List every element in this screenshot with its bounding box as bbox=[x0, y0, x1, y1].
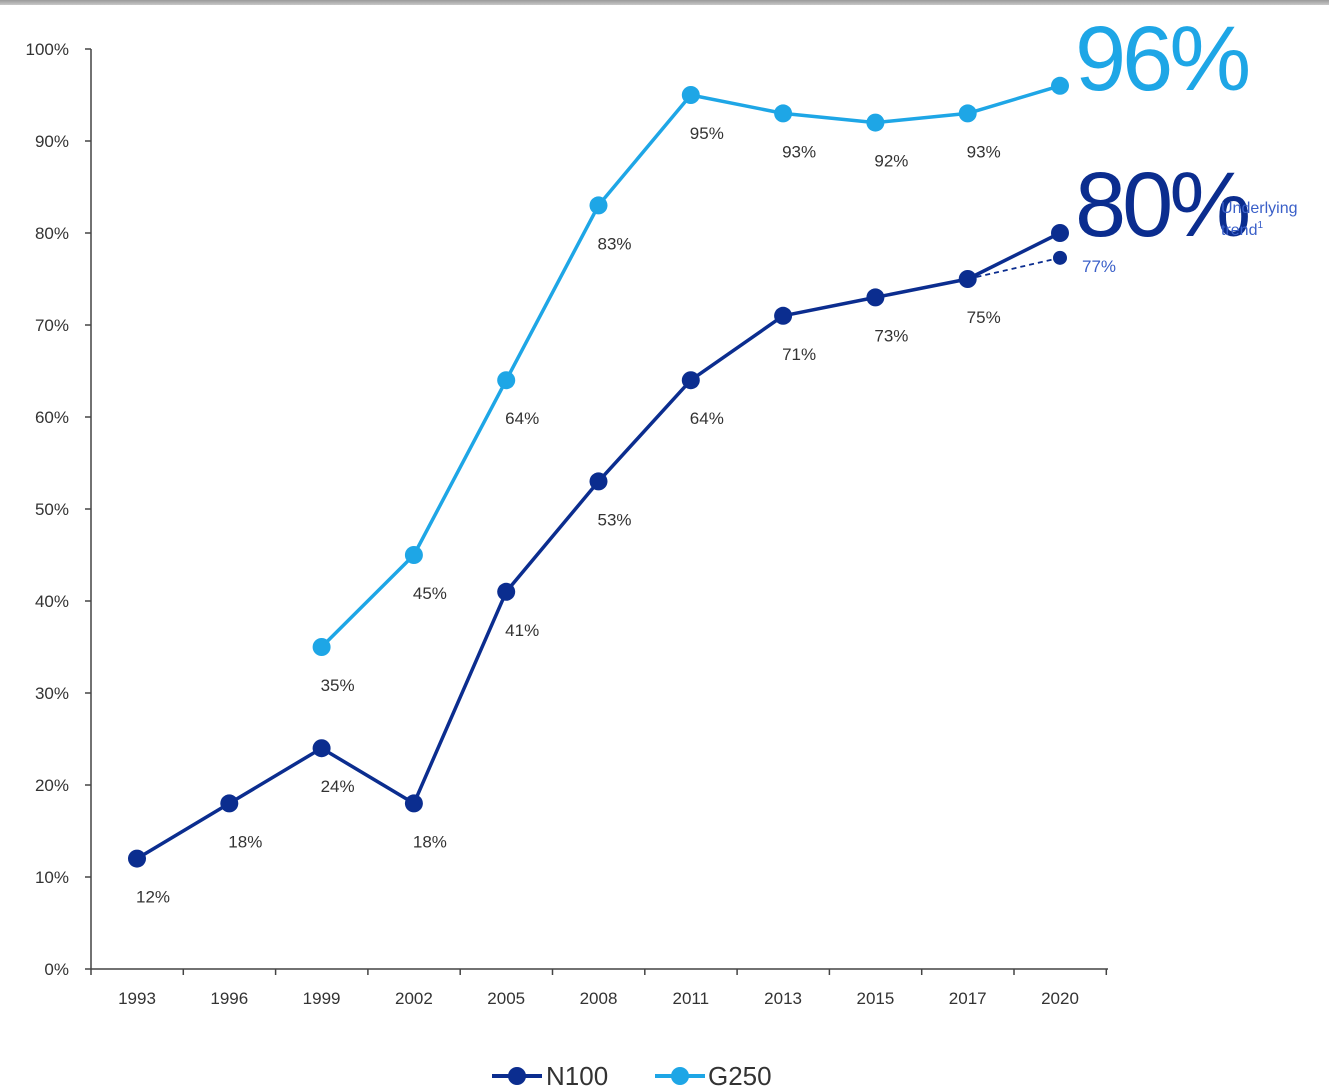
data-label: 18% bbox=[413, 832, 447, 851]
data-label: 12% bbox=[136, 888, 170, 907]
series-line-n100 bbox=[136, 231, 1061, 861]
data-point bbox=[866, 113, 885, 132]
x-tick-label: 2020 bbox=[1041, 989, 1079, 1008]
data-label: 41% bbox=[505, 621, 539, 640]
data-point bbox=[589, 472, 608, 491]
trend-note-word: trend bbox=[1221, 222, 1257, 239]
trend-note-footnote: 1 bbox=[1257, 220, 1263, 231]
legend: N100 G250 bbox=[492, 1061, 772, 1088]
y-tick-label: 70% bbox=[35, 316, 69, 335]
y-tick-label: 40% bbox=[35, 592, 69, 611]
x-tick-label: 1993 bbox=[118, 989, 156, 1008]
data-label: 45% bbox=[413, 584, 447, 603]
data-label: 18% bbox=[228, 832, 262, 851]
legend-g250-label: G250 bbox=[708, 1061, 772, 1088]
data-label: 93% bbox=[967, 142, 1001, 161]
y-tick-label: 30% bbox=[35, 684, 69, 703]
underlying-trend: 77% bbox=[967, 250, 1116, 280]
data-label: 64% bbox=[690, 409, 724, 428]
data-point bbox=[404, 794, 423, 813]
y-tick-label: 80% bbox=[35, 224, 69, 243]
x-tick-label: 2008 bbox=[580, 989, 618, 1008]
x-tick-label: 2011 bbox=[673, 989, 710, 1008]
data-point bbox=[589, 196, 608, 215]
data-point bbox=[312, 638, 331, 656]
data-label: 83% bbox=[597, 234, 631, 253]
y-axis: 0% 10% 20% 30% 40% 50% 60% 70% 80% 90% 100% bbox=[26, 40, 92, 979]
x-tick-label: 2005 bbox=[487, 989, 525, 1008]
y-tick-label: 10% bbox=[35, 868, 69, 887]
window-top-bar bbox=[0, 0, 1329, 5]
data-label: 24% bbox=[321, 777, 355, 796]
series-n100: 12% 18% 24% 18% 41% 53% 64% 71% 73% 75% bbox=[128, 224, 1069, 907]
data-label: 71% bbox=[782, 345, 816, 364]
x-tick-label: 2002 bbox=[395, 989, 433, 1008]
data-point bbox=[774, 306, 793, 325]
x-tick-label: 2017 bbox=[949, 989, 987, 1008]
data-label: 64% bbox=[505, 409, 539, 428]
series-line-g250 bbox=[320, 84, 1061, 649]
x-tick-label: 1999 bbox=[303, 989, 341, 1008]
data-label: 73% bbox=[874, 326, 908, 345]
callout-g250-2020: 96% bbox=[1075, 8, 1248, 110]
trend-line bbox=[967, 256, 1061, 280]
callout-n100-2020: 80% bbox=[1075, 154, 1248, 256]
y-tick-label: 50% bbox=[35, 500, 69, 519]
data-label: 93% bbox=[782, 142, 816, 161]
data-point bbox=[220, 794, 239, 813]
y-tick-label: 90% bbox=[35, 132, 69, 151]
data-point bbox=[497, 582, 516, 601]
data-point bbox=[1051, 224, 1069, 242]
data-label: 95% bbox=[690, 124, 724, 143]
y-tick-label: 20% bbox=[35, 776, 69, 795]
x-tick-label: 2013 bbox=[764, 989, 802, 1008]
data-point bbox=[404, 546, 423, 564]
data-label: 75% bbox=[967, 308, 1001, 327]
x-tick-label: 2015 bbox=[856, 989, 894, 1008]
x-axis: 1993 1996 1999 2002 2005 2008 2011 2013 2015 2017… bbox=[90, 968, 1108, 1008]
legend-n100-label: N100 bbox=[546, 1061, 608, 1088]
data-point bbox=[681, 86, 700, 104]
y-tick-label: 60% bbox=[35, 408, 69, 427]
y-tick-label: 100% bbox=[26, 40, 69, 59]
data-label: 53% bbox=[597, 510, 631, 529]
x-tick-label: 1996 bbox=[210, 989, 248, 1008]
data-point bbox=[866, 288, 885, 307]
trend-note-line2: trend1 bbox=[1221, 220, 1263, 239]
data-label: 35% bbox=[321, 676, 355, 695]
data-point bbox=[128, 849, 146, 868]
data-point bbox=[497, 371, 516, 390]
trend-point bbox=[1053, 250, 1067, 265]
trend-label: 77% bbox=[1082, 257, 1116, 276]
trend-note-line1: Underlying bbox=[1221, 200, 1297, 217]
data-point bbox=[1051, 76, 1069, 95]
series-g250: 35% 45% 64% 83% 95% 93% 92% 93% bbox=[312, 76, 1069, 695]
legend-g250-marker bbox=[671, 1067, 689, 1085]
data-point bbox=[312, 739, 331, 758]
data-point bbox=[774, 104, 793, 123]
data-label: 92% bbox=[874, 152, 908, 171]
data-point bbox=[681, 371, 700, 390]
data-point bbox=[958, 104, 977, 123]
y-tick-label: 0% bbox=[44, 960, 69, 979]
legend-n100-marker bbox=[508, 1067, 526, 1085]
